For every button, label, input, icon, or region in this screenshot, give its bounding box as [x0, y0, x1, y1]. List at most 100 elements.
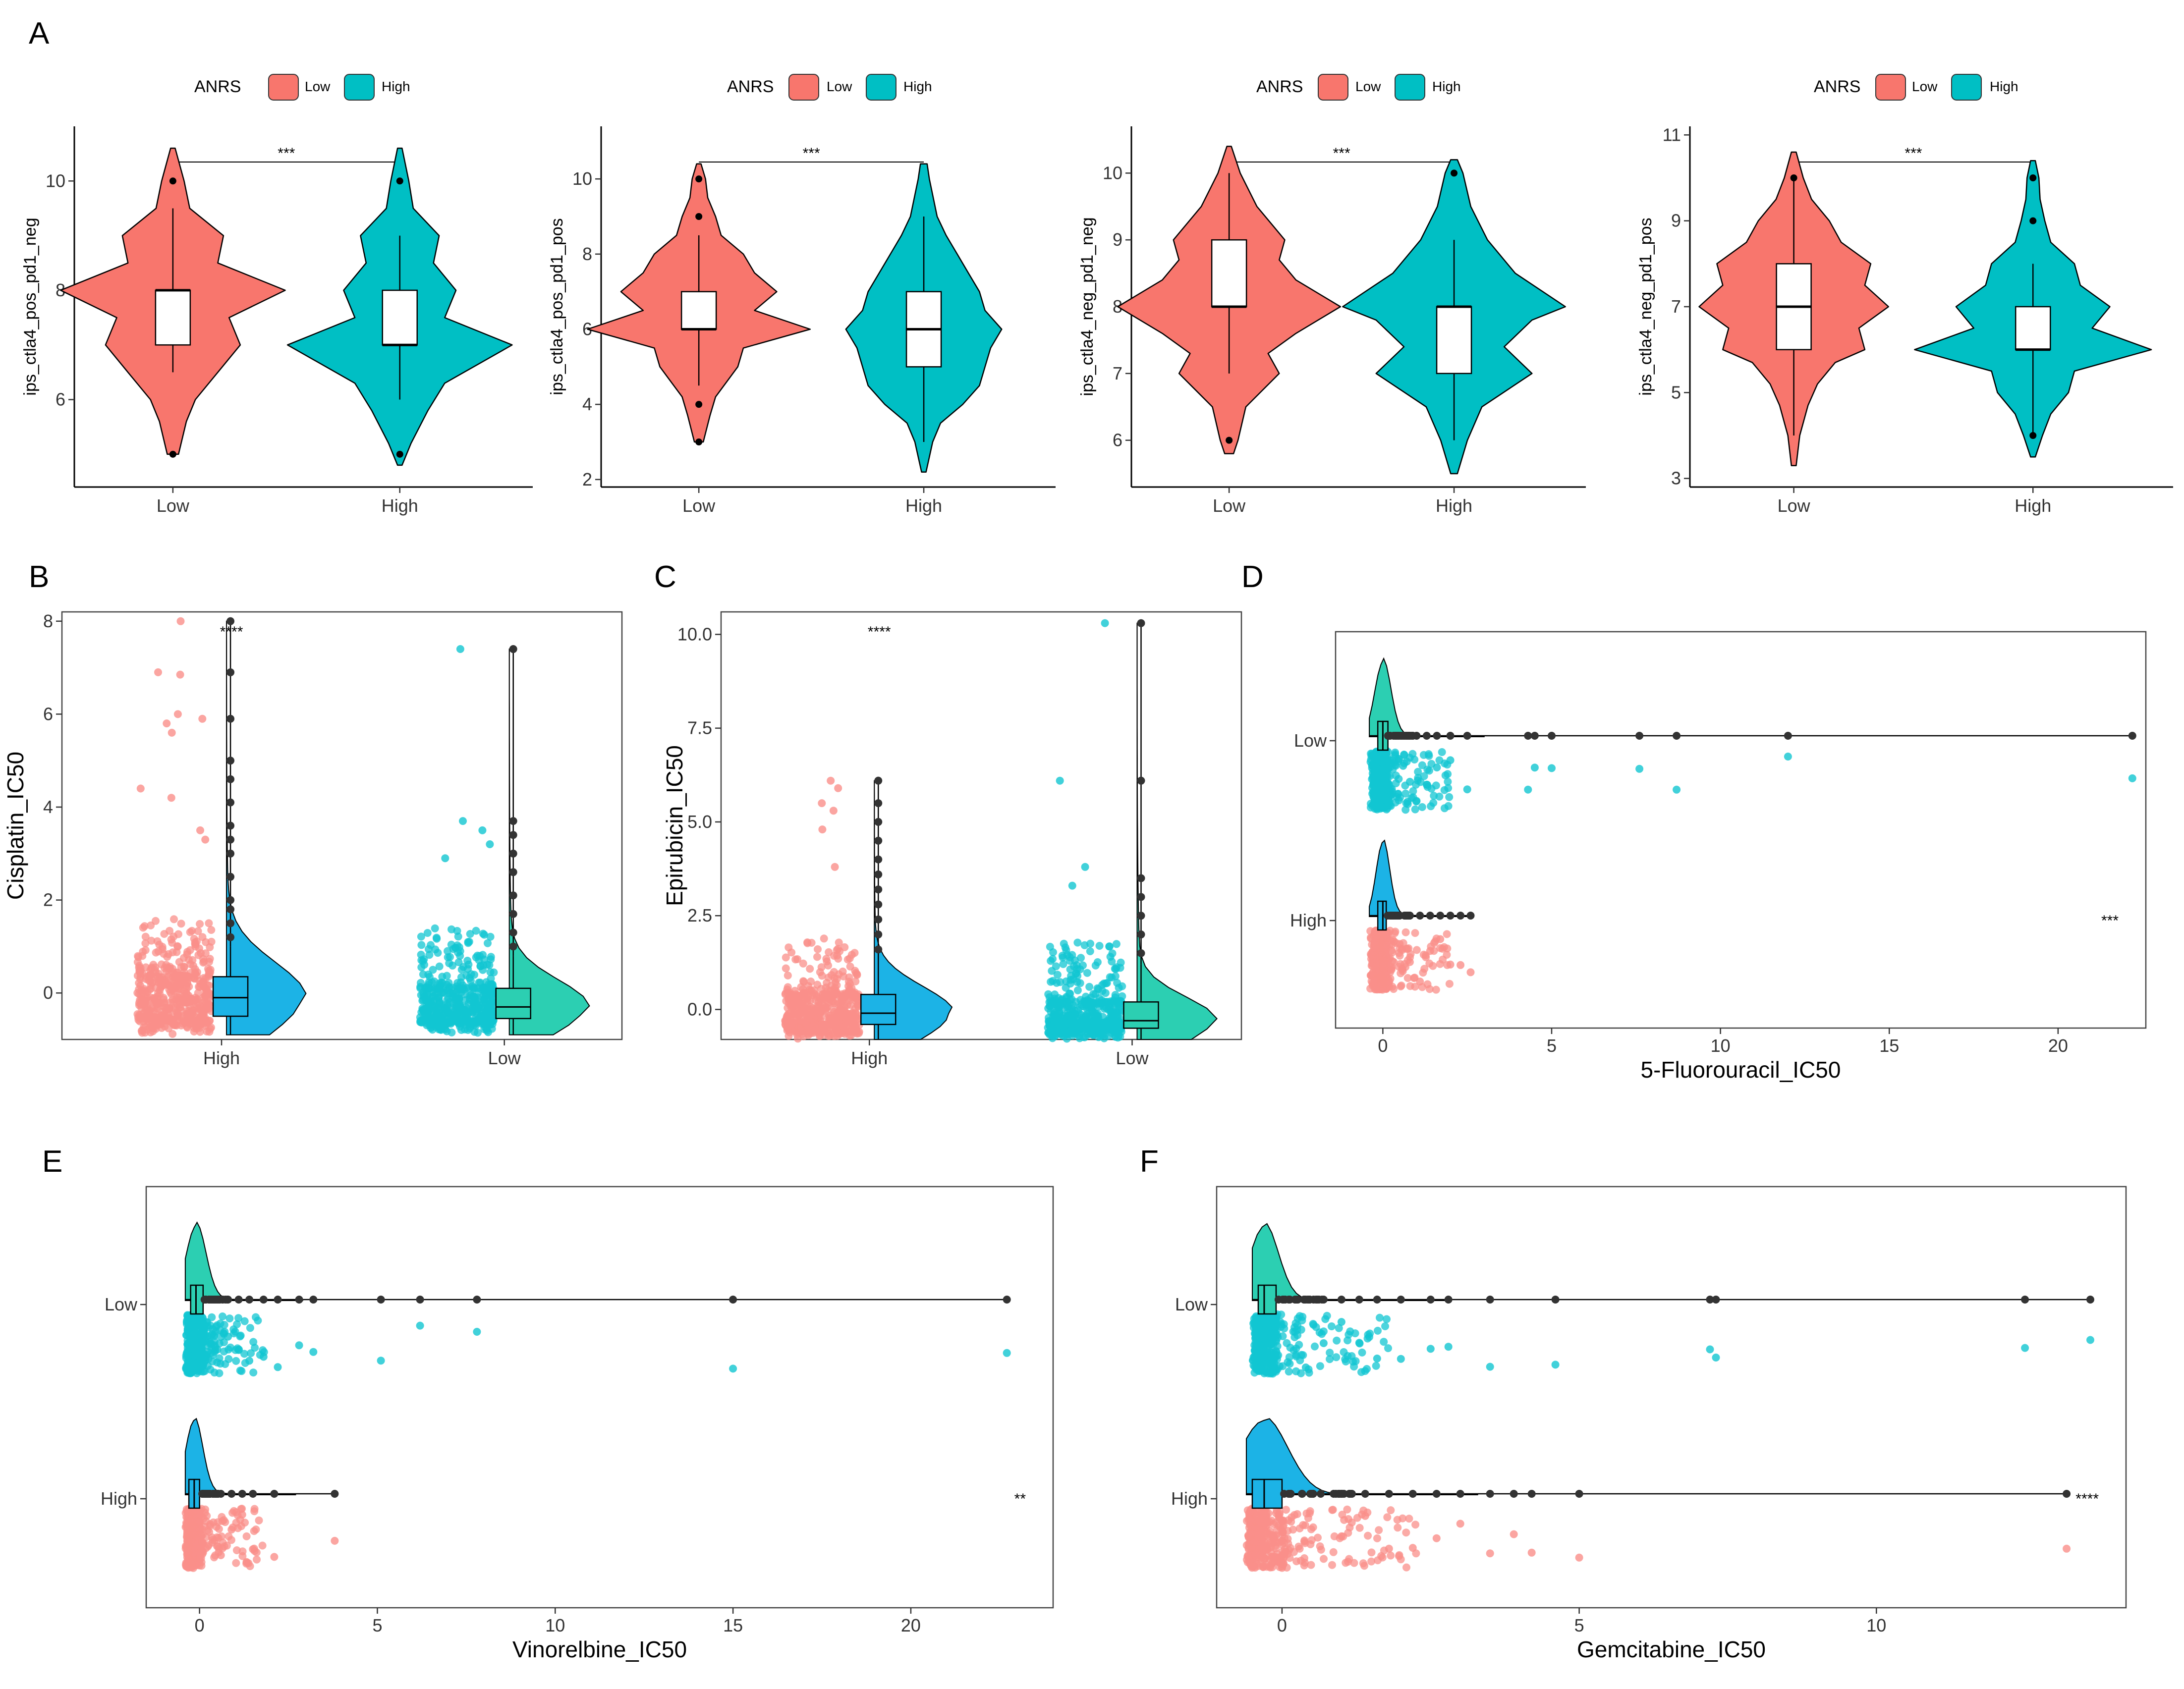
data-point — [453, 1011, 462, 1019]
data-point — [1406, 982, 1414, 990]
data-point — [469, 998, 478, 1006]
data-point — [1445, 980, 1454, 988]
y-tick-label: 3 — [1671, 468, 1681, 489]
outlier-point — [226, 757, 235, 765]
data-point — [193, 1331, 201, 1339]
data-point — [1053, 971, 1062, 979]
y-tick-label: 7.5 — [687, 718, 712, 738]
outlier-point — [238, 1490, 246, 1498]
data-point — [470, 992, 478, 1001]
data-point — [1377, 758, 1385, 766]
data-point — [1108, 957, 1116, 966]
outlier-point — [1451, 169, 1458, 177]
box-high — [860, 993, 896, 1025]
outlier-point — [1355, 1296, 1363, 1304]
y-tick-label: 2 — [582, 469, 592, 490]
data-point — [1293, 1510, 1301, 1518]
data-point — [485, 1006, 493, 1015]
data-point — [1403, 945, 1411, 953]
data-point — [1445, 793, 1454, 801]
data-point — [1076, 979, 1084, 987]
data-point — [1077, 1014, 1085, 1022]
box-high — [382, 289, 418, 346]
x-tick-label: 10 — [1866, 1615, 1886, 1635]
data-point — [1269, 1351, 1277, 1359]
data-point — [840, 1030, 849, 1038]
data-point — [197, 980, 205, 988]
legend-low-swatch — [1875, 74, 1906, 101]
data-point — [255, 1516, 263, 1525]
data-point — [1530, 763, 1539, 772]
outlier-point — [874, 836, 883, 845]
data-point — [824, 961, 833, 970]
data-point — [190, 1028, 198, 1035]
data-point — [435, 962, 444, 971]
data-point — [1086, 939, 1095, 948]
data-point — [243, 1558, 251, 1567]
outlier-point — [509, 891, 517, 900]
data-point — [791, 990, 800, 998]
data-point — [816, 1032, 824, 1040]
data-point — [797, 1027, 806, 1035]
data-point — [215, 1544, 223, 1553]
data-point — [1273, 1342, 1282, 1350]
data-point — [246, 1324, 254, 1332]
outlier-point — [1137, 874, 1145, 882]
data-point — [487, 953, 495, 961]
data-point — [158, 945, 167, 953]
data-point — [141, 939, 150, 947]
data-point — [464, 939, 472, 947]
legend-A3: ANRS Low High — [1256, 74, 1461, 101]
data-point — [197, 1367, 205, 1375]
outlier-point — [1292, 1296, 1301, 1304]
significance-label: *** — [1333, 145, 1350, 162]
x-tick-label: 0 — [1277, 1615, 1287, 1635]
significance-label: *** — [1904, 145, 1922, 162]
outlier-point — [226, 849, 235, 858]
outlier-point — [226, 798, 235, 807]
data-point — [189, 1006, 197, 1015]
data-point — [1673, 785, 1681, 794]
data-point — [152, 983, 160, 992]
data-point — [417, 941, 426, 949]
y-tick-label: 10.0 — [677, 624, 712, 644]
data-point — [1376, 781, 1384, 789]
data-point — [1440, 786, 1449, 794]
data-point — [241, 1519, 249, 1527]
data-point — [259, 1353, 268, 1361]
legend-high-label: High — [1990, 79, 2018, 94]
data-point — [249, 1338, 258, 1346]
data-point — [837, 1019, 845, 1028]
data-point — [822, 1004, 830, 1013]
legend-high-label: High — [903, 79, 932, 94]
data-point — [1064, 1002, 1072, 1011]
data-point — [1068, 881, 1076, 890]
data-point — [175, 980, 184, 988]
data-point — [1111, 1033, 1120, 1041]
data-point — [191, 940, 199, 948]
data-point — [1292, 1344, 1300, 1353]
data-point — [1060, 939, 1068, 948]
data-point — [168, 1030, 177, 1038]
data-point — [1318, 1330, 1326, 1338]
data-point — [437, 984, 445, 992]
data-point — [233, 1320, 241, 1328]
data-point — [1092, 1024, 1100, 1032]
data-point — [1337, 1318, 1345, 1326]
data-point — [184, 1357, 192, 1365]
data-point — [1446, 756, 1455, 764]
significance-label: *** — [2101, 913, 2119, 929]
data-point — [134, 952, 142, 960]
data-point — [227, 1526, 236, 1534]
outlier-point — [1226, 436, 1233, 444]
data-point — [254, 1316, 262, 1325]
panel-letter-D: D — [1241, 560, 1264, 594]
data-point — [136, 784, 145, 793]
data-point — [1384, 1344, 1392, 1353]
data-point — [186, 946, 194, 954]
data-point — [1073, 965, 1081, 973]
data-point — [1280, 1320, 1288, 1328]
